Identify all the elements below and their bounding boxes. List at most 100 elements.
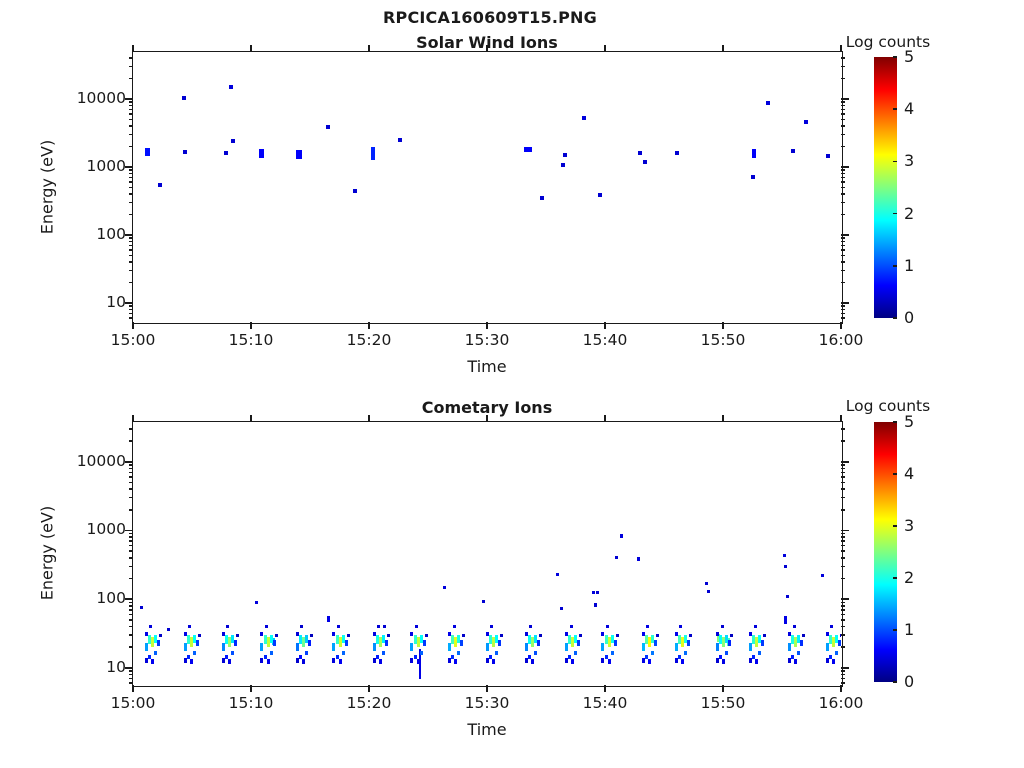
- data-point: [457, 634, 461, 643]
- data-point: [144, 643, 148, 652]
- data-point: [831, 658, 835, 664]
- x-tick-label: 15:40: [582, 694, 628, 712]
- data-point: [233, 639, 237, 646]
- data-point: [310, 633, 314, 637]
- data-point: [183, 643, 187, 652]
- data-point: [674, 632, 678, 637]
- colorbar-tick-label: 3: [904, 516, 915, 535]
- x-tick-label: 15:30: [464, 694, 510, 712]
- data-point: [604, 654, 608, 659]
- y-tick: [841, 186, 845, 189]
- y-tick: [841, 133, 845, 136]
- y-tick: [129, 613, 133, 616]
- data-point: [820, 574, 824, 578]
- data-point: [166, 628, 170, 632]
- data-point: [650, 634, 654, 643]
- y-tick: [841, 481, 845, 484]
- data-point: [606, 624, 610, 628]
- data-point: [295, 643, 299, 652]
- data-point: [372, 632, 376, 637]
- data-point: [569, 624, 573, 628]
- y-tick: [841, 213, 845, 216]
- data-point: [677, 634, 681, 644]
- x-tick: [840, 685, 842, 692]
- data-point: [381, 634, 385, 643]
- data-point: [381, 650, 385, 655]
- data-point: [782, 554, 786, 558]
- y-tick: [841, 261, 845, 263]
- data-point: [828, 654, 832, 659]
- data-point: [831, 637, 835, 648]
- y-tick: [841, 550, 845, 552]
- colorbar-tick: [893, 421, 897, 423]
- y-tick: [841, 619, 845, 621]
- x-tick-label: 15:50: [700, 331, 746, 349]
- data-point: [397, 137, 402, 142]
- y-tick: [129, 57, 133, 59]
- y-tick: [841, 101, 845, 103]
- y-tick: [129, 619, 133, 621]
- x-tick: [486, 685, 488, 692]
- colorbar-tick-label: 2: [904, 203, 915, 223]
- y-tick: [841, 464, 845, 466]
- x-tick: [250, 415, 252, 422]
- colorbar-tick-label: 4: [904, 464, 915, 483]
- y-tick: [841, 625, 845, 628]
- y-tick: [841, 467, 845, 470]
- data-point: [761, 639, 765, 646]
- data-point: [527, 654, 531, 659]
- y-tick-label: 10: [106, 657, 126, 676]
- data-point: [537, 639, 541, 646]
- data-point: [568, 654, 572, 659]
- data-point: [594, 602, 598, 607]
- data-point: [159, 633, 163, 637]
- data-point: [198, 633, 202, 637]
- y-tick: [129, 65, 133, 68]
- data-point: [830, 624, 834, 628]
- data-point: [451, 654, 455, 659]
- data-point: [221, 632, 225, 637]
- y-tick: [841, 557, 845, 559]
- y-tick: [841, 634, 845, 636]
- y-tick: [841, 540, 845, 542]
- panel-title-cometary: Cometary Ions: [421, 398, 553, 417]
- y-tick-label: 1000: [86, 520, 126, 539]
- x-tick: [132, 685, 134, 692]
- colorbar-tick: [893, 525, 897, 527]
- data-point: [707, 590, 711, 594]
- data-point: [260, 643, 264, 652]
- data-point: [454, 658, 458, 664]
- data-point: [534, 650, 538, 655]
- data-point: [266, 637, 270, 648]
- data-point: [719, 634, 723, 644]
- data-point: [341, 650, 345, 655]
- data-point: [377, 624, 381, 628]
- data-point: [227, 658, 231, 664]
- data-point: [265, 624, 269, 628]
- data-point: [835, 634, 839, 643]
- y-tick: [129, 108, 133, 111]
- y-tick: [129, 440, 133, 442]
- y-tick-label: 10: [106, 292, 126, 311]
- y-tick: [841, 605, 845, 607]
- data-point: [687, 639, 691, 646]
- data-point: [341, 634, 345, 643]
- y-tick: [841, 269, 845, 272]
- data-point: [416, 658, 420, 664]
- y-tick: [129, 176, 133, 179]
- y-tick: [841, 305, 845, 307]
- data-point: [495, 650, 499, 655]
- data-point: [335, 654, 339, 659]
- x-tick: [368, 45, 370, 52]
- data-point: [325, 124, 330, 129]
- data-point: [674, 151, 679, 156]
- data-point: [581, 115, 586, 120]
- colorbar-tick: [893, 629, 897, 631]
- data-point: [263, 654, 267, 659]
- data-point: [725, 634, 729, 643]
- data-point: [457, 650, 461, 655]
- y-tick: [841, 532, 845, 535]
- y-tick: [125, 302, 133, 304]
- data-point: [227, 637, 231, 648]
- data-point: [151, 658, 155, 664]
